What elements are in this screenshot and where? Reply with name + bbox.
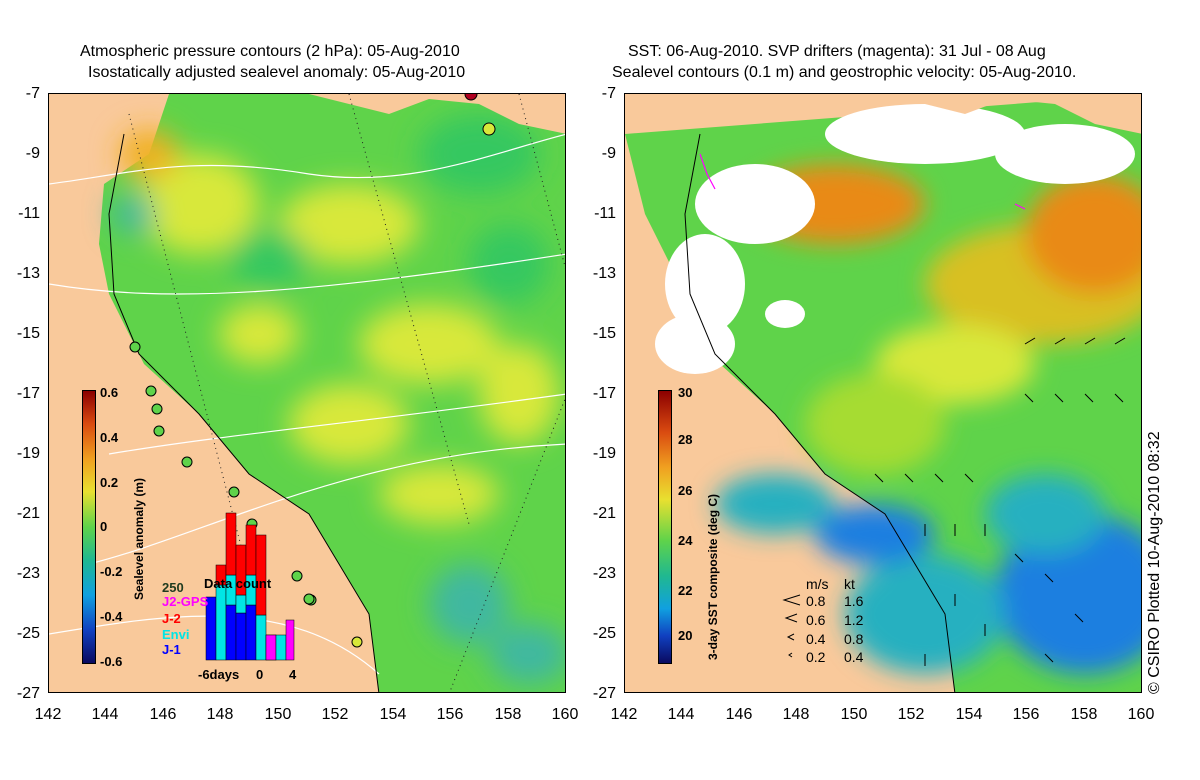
right-x-tick-2: 146 (725, 706, 753, 723)
right-x-tick-8: 158 (1070, 706, 1098, 723)
right-y-tick-5: -17 (592, 385, 616, 402)
velocity-row-1-ms: 0.6 (806, 612, 826, 628)
sst-colorbar (658, 390, 672, 664)
altimeter-tracks (128, 94, 565, 692)
sst-field (625, 94, 1141, 692)
sealevel-colorbar (82, 390, 96, 664)
sst-cbar-tick-0: 30 (678, 385, 693, 400)
right-title-line1: SST: 06-Aug-2010. SVP drifters (magenta)… (628, 43, 1046, 60)
left-x-tick-9: 160 (551, 706, 579, 723)
right-x-tick-9: 160 (1127, 706, 1155, 723)
sealevel-cbar-tick-1: 0.4 (100, 430, 119, 445)
sealevel-anomaly-map (48, 93, 566, 693)
csiro-credit: © CSIRO Plotted 10-Aug-2010 08:32 (1146, 431, 1163, 694)
velocity-row-3-kt: 0.4 (844, 649, 864, 665)
left-y-tick-9: -25 (16, 625, 40, 642)
sealevel-cbar-tick-2: 0.2 (100, 475, 119, 490)
sealevel-colorbar-label: Sealevel anomaly (m) (132, 477, 146, 600)
sst-map-graphic (625, 94, 1141, 692)
velocity-row-2-kt: 0.8 (844, 631, 864, 647)
sst-map (624, 93, 1142, 693)
left-y-tick-4: -15 (16, 325, 40, 342)
velocity-row-0-kt: 1.6 (844, 593, 864, 609)
left-y-tick-0: -7 (25, 85, 40, 102)
data-count-zero-label: 0 (256, 667, 264, 682)
data-count-histogram (205, 512, 295, 661)
left-title-line2: Isostatically adjusted sealevel anomaly:… (88, 64, 466, 81)
left-y-tick-5: -17 (16, 385, 40, 402)
right-title-line2: Sealevel contours (0.1 m) and geostrophi… (612, 64, 1077, 81)
velocity-row-0-ms: 0.8 (806, 593, 826, 609)
sst-cbar-tick-3: 24 (678, 533, 693, 548)
left-x-tick-8: 158 (494, 706, 522, 723)
left-x-tick-1: 144 (91, 706, 119, 723)
sst-cbar-tick-4: 22 (678, 583, 693, 598)
velocity-legend-ms-header: m/s (806, 576, 829, 592)
sealevel-anomaly-map-graphic (49, 94, 565, 692)
right-y-tick-3: -13 (592, 265, 616, 282)
left-y-tick-3: -13 (16, 265, 40, 282)
right-x-tick-5: 152 (897, 706, 925, 723)
right-y-tick-7: -21 (592, 505, 616, 522)
sealevel-cbar-tick-6: -0.6 (100, 654, 123, 669)
left-x-tick-3: 148 (206, 706, 234, 723)
right-y-tick-10: -27 (592, 685, 616, 702)
left-y-tick-8: -23 (16, 565, 40, 582)
tide-gauges (129, 94, 496, 648)
data-count-four-label: 4 (289, 667, 297, 682)
left-y-tick-1: -9 (25, 145, 40, 162)
pressure-contours (49, 133, 565, 675)
data-count-days-label: -6days (198, 667, 240, 682)
ocean-anomaly-field (99, 94, 565, 692)
right-x-tick-1: 144 (667, 706, 695, 723)
right-y-tick-4: -15 (592, 325, 616, 342)
left-x-tick-0: 142 (34, 706, 62, 723)
right-y-tick-1: -9 (601, 145, 616, 162)
sealevel-cbar-tick-4: -0.2 (100, 564, 123, 579)
left-x-tick-7: 156 (436, 706, 464, 723)
sst-cbar-tick-1: 28 (678, 432, 693, 447)
left-y-tick-2: -11 (18, 205, 40, 222)
svp-drifters (699, 153, 1026, 210)
legend-j1: J-1 (162, 642, 181, 657)
sst-colorbar-label: 3-day SST composite (deg C) (706, 493, 720, 660)
right-y-tick-2: -11 (594, 205, 616, 222)
right-y-tick-9: -25 (592, 625, 616, 642)
velocity-row-1-kt: 1.2 (844, 612, 864, 628)
sealevel-cbar-tick-5: -0.4 (100, 609, 123, 624)
right-x-tick-4: 150 (840, 706, 868, 723)
left-title-line1: Atmospheric pressure contours (2 hPa): 0… (80, 43, 460, 60)
sst-cbar-tick-2: 26 (678, 483, 693, 498)
legend-j2: J-2 (162, 611, 181, 626)
legend-envi: Envi (162, 627, 190, 642)
right-y-tick-8: -23 (592, 565, 616, 582)
left-y-tick-10: -27 (16, 685, 40, 702)
sst-coastline (684, 133, 956, 692)
legend-j2-gps: J2-GPS (162, 594, 209, 609)
left-y-tick-6: -19 (16, 445, 40, 462)
velocity-legend-kt-header: kt (844, 576, 855, 592)
velocity-legend-arrows (782, 594, 801, 658)
left-x-tick-4: 150 (264, 706, 292, 723)
right-x-tick-7: 156 (1012, 706, 1040, 723)
right-x-tick-3: 148 (782, 706, 810, 723)
right-x-tick-0: 142 (610, 706, 638, 723)
right-x-tick-6: 154 (955, 706, 983, 723)
left-y-tick-7: -21 (16, 505, 40, 522)
data-count-title: Data count (204, 576, 272, 591)
sst-cbar-tick-5: 20 (678, 628, 693, 643)
coastline (108, 133, 380, 692)
velocity-row-2-ms: 0.4 (806, 631, 826, 647)
right-y-tick-0: -7 (601, 85, 616, 102)
left-x-tick-5: 152 (321, 706, 349, 723)
right-y-tick-6: -19 (592, 445, 616, 462)
left-x-tick-2: 146 (149, 706, 177, 723)
left-x-tick-6: 154 (379, 706, 407, 723)
sealevel-cbar-tick-3: 0 (100, 519, 108, 534)
sealevel-cbar-tick-0: 0.6 (100, 385, 119, 400)
data-count-value: 250 (162, 580, 184, 595)
velocity-arrows (874, 337, 1126, 666)
velocity-row-3-ms: 0.2 (806, 649, 826, 665)
